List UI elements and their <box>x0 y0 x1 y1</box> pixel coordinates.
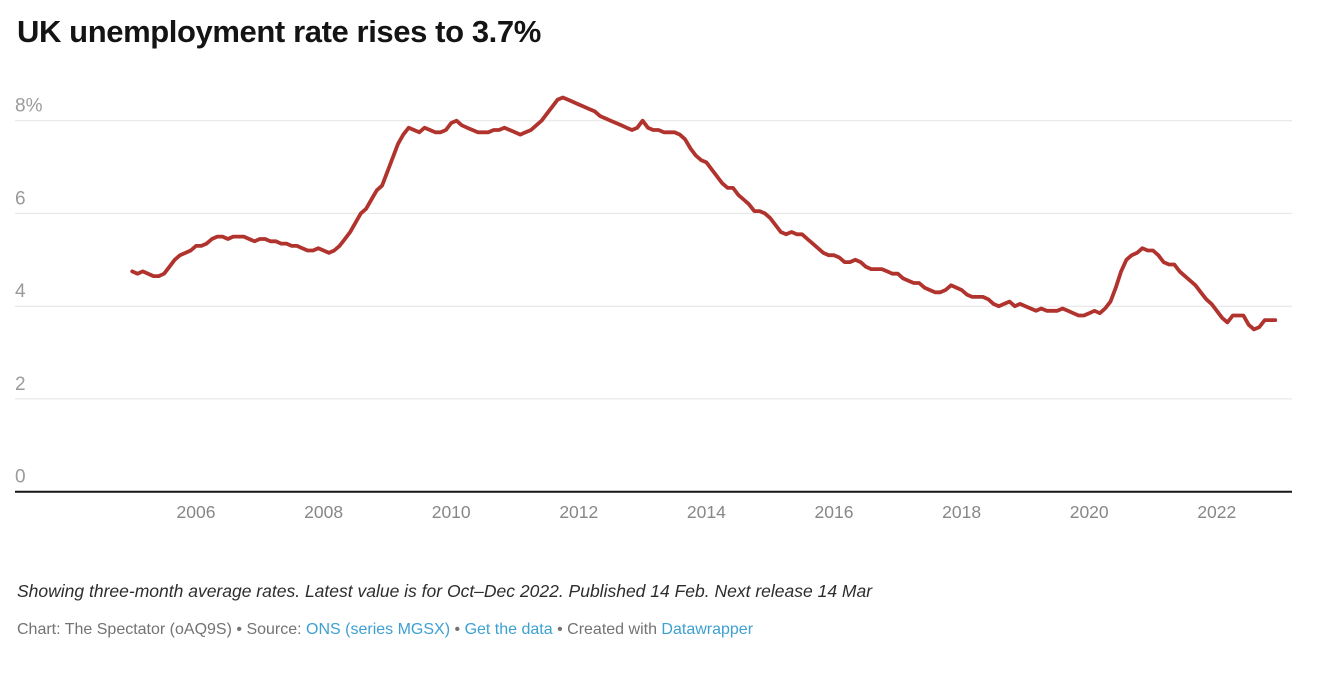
y-axis-labels: 8% 6 4 2 0 <box>15 96 43 488</box>
get-the-data-link[interactable]: Get the data <box>464 621 553 638</box>
chart-notes: Showing three-month average rates. Lates… <box>17 581 873 601</box>
gridlines <box>15 120 1292 400</box>
chart-credit-text: Chart: The Spectator (oAQ9S) <box>17 621 232 638</box>
x-tick-label-2020: 2020 <box>1070 502 1109 522</box>
credit-separator: • <box>454 621 461 638</box>
y-tick-label-4: 4 <box>15 281 26 302</box>
credit-separator: • <box>236 621 242 638</box>
x-tick-label-2022: 2022 <box>1197 502 1236 522</box>
y-tick-label-8: 8% <box>15 96 43 117</box>
created-with-text: Created with <box>567 621 657 638</box>
credit-separator: • <box>557 621 563 638</box>
source-label: Source: <box>246 621 302 638</box>
x-tick-label-2010: 2010 <box>432 502 471 522</box>
chart-title: UK unemployment rate rises to 3.7% <box>17 14 541 49</box>
source-link[interactable]: ONS (series MGSX) <box>306 621 451 638</box>
chart-credits: Chart: The Spectator (oAQ9S) • Source: O… <box>17 621 753 639</box>
x-tick-label-2008: 2008 <box>304 502 343 522</box>
x-tick-label-2018: 2018 <box>942 502 981 522</box>
datawrapper-link[interactable]: Datawrapper <box>661 621 754 638</box>
y-tick-label-0: 0 <box>15 467 26 488</box>
x-axis-labels: 2006 2008 2010 2012 2014 2016 2018 2020 2022 <box>177 502 1237 522</box>
y-tick-label-6: 6 <box>15 188 26 209</box>
x-tick-label-2006: 2006 <box>177 502 216 522</box>
unemployment-line-series <box>130 95 1278 332</box>
x-tick-label-2014: 2014 <box>687 502 726 522</box>
y-tick-label-2: 2 <box>15 374 26 395</box>
x-tick-label-2012: 2012 <box>559 502 598 522</box>
x-tick-label-2016: 2016 <box>815 502 854 522</box>
